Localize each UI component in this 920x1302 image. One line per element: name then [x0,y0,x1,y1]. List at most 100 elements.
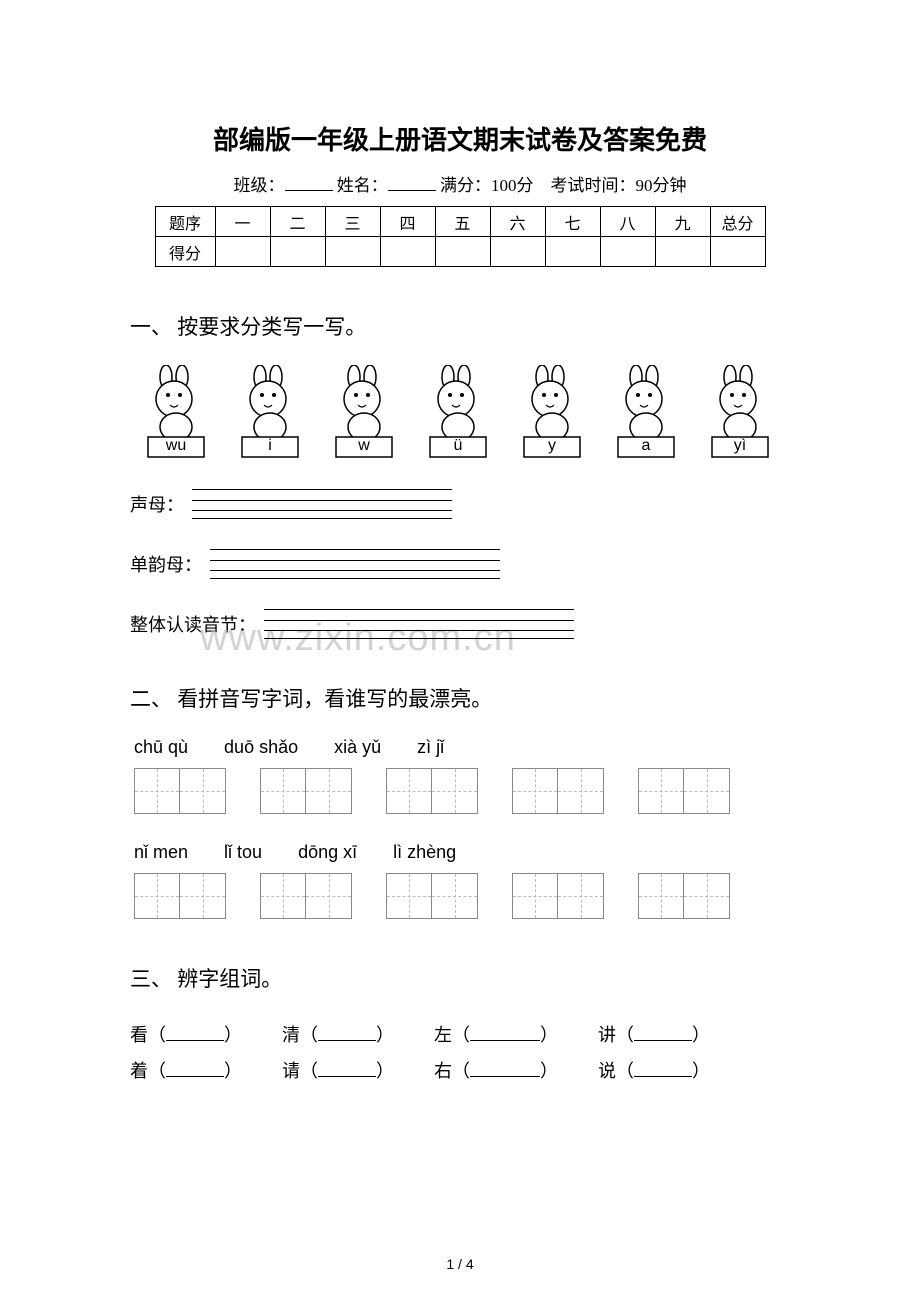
char-box-pair [386,768,478,814]
char-box [512,768,558,814]
pinyin-word: duō shǎo [224,737,298,758]
rabbit-item: a [606,365,686,461]
char-box-pair [134,768,226,814]
bianzi-row: 看（） 清（） 左（） 讲（） [130,1017,790,1053]
page-content: 部编版一年级上册语文期末试卷及答案免费 班级： 姓名： 满分：100分 考试时间… [0,0,920,1129]
bianzi-item: 看（） [130,1017,242,1053]
section2-heading: 二、 看拼音写字词，看谁写的最漂亮。 [130,683,790,713]
category-zhengti: 整体认读音节： [130,609,790,639]
boxes-row-1 [134,768,790,814]
blank [318,1040,376,1041]
blank [634,1076,692,1077]
char-box-pair [512,768,604,814]
score-cell [215,237,270,267]
category-label: 整体认读音节： [130,611,256,637]
pinyin-word: zì jǐ [417,737,444,758]
rabbit-label: w [338,437,390,455]
char-box [180,873,226,919]
char-box [638,873,684,919]
char-box [386,768,432,814]
bianzi-char: 右 [434,1053,452,1089]
bianzi-char: 看 [130,1017,148,1053]
char-box [638,768,684,814]
pinyin-word: dōng xī [298,842,357,863]
score-table: 题序 一 二 三 四 五 六 七 八 九 总分 得分 [155,206,766,267]
col-header: 四 [380,207,435,237]
bianzi-char: 请 [282,1053,300,1089]
bianzi-char: 说 [598,1053,616,1089]
col-header: 九 [655,207,710,237]
category-danyunmu: 单韵母： [130,549,790,579]
blank [470,1076,540,1077]
pinyin-row-1: chū qù duō shǎo xià yǔ zì jǐ [134,737,790,758]
blank [166,1040,224,1041]
rabbit-label: yì [714,437,766,455]
col-header: 五 [435,207,490,237]
category-shengmu: 声母： [130,489,790,519]
bianzi-item: 右（） [434,1053,558,1089]
col-header: 六 [490,207,545,237]
name-label: 姓名： [337,176,388,195]
char-box [306,768,352,814]
writing-lines [264,609,574,639]
writing-lines [210,549,500,579]
bianzi-char: 着 [130,1053,148,1089]
score-cell [655,237,710,267]
pinyin-word: nǐ men [134,842,188,863]
char-box [432,768,478,814]
page-number: 1 / 4 [0,1256,920,1272]
bianzi-item: 讲（） [598,1017,710,1053]
col-header: 七 [545,207,600,237]
rabbit-item: ü [418,365,498,461]
char-box [260,768,306,814]
pinyin-word: lǐ tou [224,842,262,863]
score-table-score-row: 得分 [155,237,765,267]
score-cell [270,237,325,267]
char-box [684,768,730,814]
pinyin-row-2: nǐ men lǐ tou dōng xī lì zhèng [134,842,790,863]
col-header: 三 [325,207,380,237]
char-box [134,873,180,919]
rabbit-item: w [324,365,404,461]
rabbit-item: i [230,365,310,461]
time-label: 考试时间：90分钟 [551,176,687,195]
score-cell [435,237,490,267]
char-box [558,768,604,814]
char-box [180,768,226,814]
rabbit-label: y [526,437,578,455]
rabbit-label: i [244,437,296,455]
rabbit-item: yì [700,365,780,461]
score-cell [710,237,765,267]
char-box-pair [386,873,478,919]
score-table-header-row: 题序 一 二 三 四 五 六 七 八 九 总分 [155,207,765,237]
bianzi-item: 请（） [282,1053,394,1089]
score-cell [600,237,655,267]
col-header: 二 [270,207,325,237]
blank [470,1040,540,1041]
row2-label: 得分 [155,237,215,267]
char-box [260,873,306,919]
boxes-row-2 [134,873,790,919]
bianzi-char: 左 [434,1017,452,1053]
rabbit-item: y [512,365,592,461]
score-cell [380,237,435,267]
col-header: 八 [600,207,655,237]
blank [166,1076,224,1077]
full-score-label: 满分：100分 [440,176,534,195]
char-box [512,873,558,919]
char-box [306,873,352,919]
char-box-pair [260,768,352,814]
char-box [684,873,730,919]
name-blank [388,174,436,191]
char-box [558,873,604,919]
score-cell [490,237,545,267]
section1-heading: 一、 按要求分类写一写。 [130,311,790,341]
char-box-pair [638,768,730,814]
document-title: 部编版一年级上册语文期末试卷及答案免费 [130,120,790,157]
rabbit-label: wu [150,437,202,455]
bianzi-item: 着（） [130,1053,242,1089]
class-blank [285,174,333,191]
bianzi-item: 说（） [598,1053,710,1089]
section3-heading: 三、 辨字组词。 [130,963,790,993]
bianzi-item: 左（） [434,1017,558,1053]
